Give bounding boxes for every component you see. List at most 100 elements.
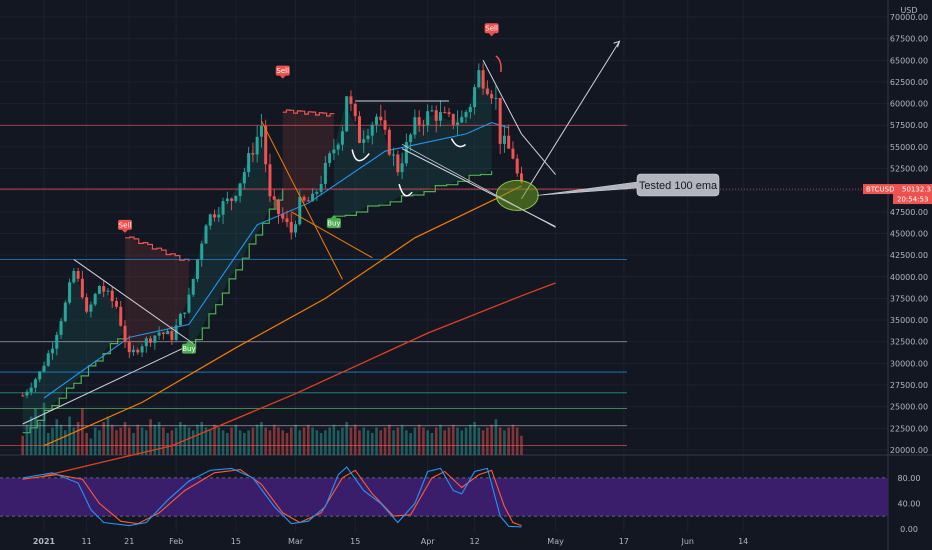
candle-body[interactable] [276, 199, 280, 214]
trendline-support-2[interactable] [401, 143, 556, 228]
candle-body[interactable] [59, 321, 63, 335]
candle-body[interactable] [63, 302, 67, 322]
candle-body[interactable] [477, 70, 481, 88]
horizontal-levels[interactable] [0, 124, 888, 447]
candle-body[interactable] [21, 395, 25, 397]
candle-body[interactable] [89, 304, 93, 312]
candle-body[interactable] [110, 290, 114, 302]
candle-body[interactable] [417, 117, 421, 125]
candle-body[interactable] [51, 348, 55, 354]
candles[interactable] [21, 63, 523, 399]
candle-body[interactable] [68, 282, 72, 303]
candle-body[interactable] [490, 94, 494, 99]
price-axis[interactable]: 70000.00 67500.00 65000.00 62500.00 60000.00… [890, 13, 928, 534]
candle-body[interactable] [400, 163, 404, 173]
trendline-orange[interactable] [260, 120, 343, 280]
candle-body[interactable] [379, 116, 383, 121]
candle-body[interactable] [38, 371, 42, 380]
candle-body[interactable] [272, 196, 276, 200]
candle-body[interactable] [315, 191, 319, 194]
candle-body[interactable] [336, 144, 340, 150]
candle-body[interactable] [494, 97, 498, 99]
candle-body[interactable] [451, 114, 455, 125]
candle-body[interactable] [221, 201, 225, 215]
candle-body[interactable] [485, 88, 489, 95]
trendline-downtrend[interactable] [482, 60, 522, 135]
projection-arrow[interactable] [521, 40, 620, 200]
candle-body[interactable] [123, 325, 127, 342]
candle-body[interactable] [468, 107, 472, 113]
candle-body[interactable] [409, 134, 413, 143]
candle-body[interactable] [268, 164, 272, 197]
trendline-ascending[interactable] [22, 343, 194, 425]
candle-body[interactable] [46, 353, 50, 366]
candle-body[interactable] [366, 135, 370, 140]
candle-body[interactable] [191, 279, 195, 295]
candle-body[interactable] [387, 129, 391, 155]
candle-body[interactable] [285, 218, 289, 223]
candle-body[interactable] [383, 120, 387, 130]
candle-body[interactable] [349, 96, 353, 104]
candle-body[interactable] [187, 294, 191, 313]
candle-body[interactable] [340, 131, 344, 145]
candle-body[interactable] [289, 222, 293, 233]
candle-body[interactable] [140, 346, 144, 353]
candle-body[interactable] [460, 117, 464, 123]
candle-body[interactable] [396, 154, 400, 173]
candle-body[interactable] [242, 172, 246, 184]
candle-body[interactable] [507, 135, 511, 149]
candle-body[interactable] [498, 97, 502, 144]
candle-body[interactable] [438, 112, 442, 121]
candle-body[interactable] [204, 225, 208, 244]
candle-body[interactable] [511, 148, 515, 159]
candle-body[interactable] [515, 158, 519, 174]
candle-body[interactable] [353, 103, 357, 117]
candle-body[interactable] [208, 214, 212, 226]
candle-body[interactable] [132, 349, 136, 353]
candle-body[interactable] [80, 278, 84, 298]
candle-body[interactable] [136, 349, 140, 353]
candle-body[interactable] [114, 301, 118, 307]
candle-body[interactable] [426, 111, 430, 126]
trendline-downtrend-ext[interactable] [521, 133, 556, 175]
candle-body[interactable] [76, 271, 80, 279]
candle-body[interactable] [153, 335, 157, 343]
candle-body[interactable] [33, 379, 37, 388]
candle-body[interactable] [144, 338, 148, 347]
candle-body[interactable] [119, 306, 123, 326]
candle-body[interactable] [161, 332, 165, 334]
candle-body[interactable] [174, 325, 178, 341]
candle-body[interactable] [106, 290, 110, 292]
candle-body[interactable] [434, 110, 438, 121]
candle-body[interactable] [447, 112, 451, 115]
candle-body[interactable] [298, 196, 302, 225]
candle-body[interactable] [166, 331, 170, 334]
candle-body[interactable] [294, 224, 298, 233]
highlight-ellipse[interactable] [495, 179, 539, 211]
candle-body[interactable] [93, 293, 97, 305]
candle-body[interactable] [345, 96, 349, 132]
candle-body[interactable] [332, 149, 336, 154]
candle-body[interactable] [370, 124, 374, 136]
candle-body[interactable] [234, 195, 238, 201]
candle-body[interactable] [481, 70, 485, 89]
candle-body[interactable] [85, 297, 89, 312]
candle-body[interactable] [238, 183, 242, 196]
candle-body[interactable] [421, 124, 425, 126]
candle-body[interactable] [225, 198, 229, 202]
candle-body[interactable] [200, 243, 204, 260]
candle-body[interactable] [464, 112, 468, 118]
candle-body[interactable] [443, 112, 447, 114]
candle-body[interactable] [195, 259, 199, 280]
candle-body[interactable] [255, 136, 259, 155]
candle-body[interactable] [430, 110, 434, 112]
candle-body[interactable] [323, 162, 327, 184]
candle-body[interactable] [157, 332, 161, 336]
candle-body[interactable] [251, 153, 255, 155]
candle-body[interactable] [127, 341, 131, 353]
candle-body[interactable] [29, 387, 33, 392]
candle-body[interactable] [302, 196, 306, 201]
candle-body[interactable] [259, 125, 263, 137]
candle-body[interactable] [362, 139, 366, 143]
candle-body[interactable] [170, 331, 174, 341]
